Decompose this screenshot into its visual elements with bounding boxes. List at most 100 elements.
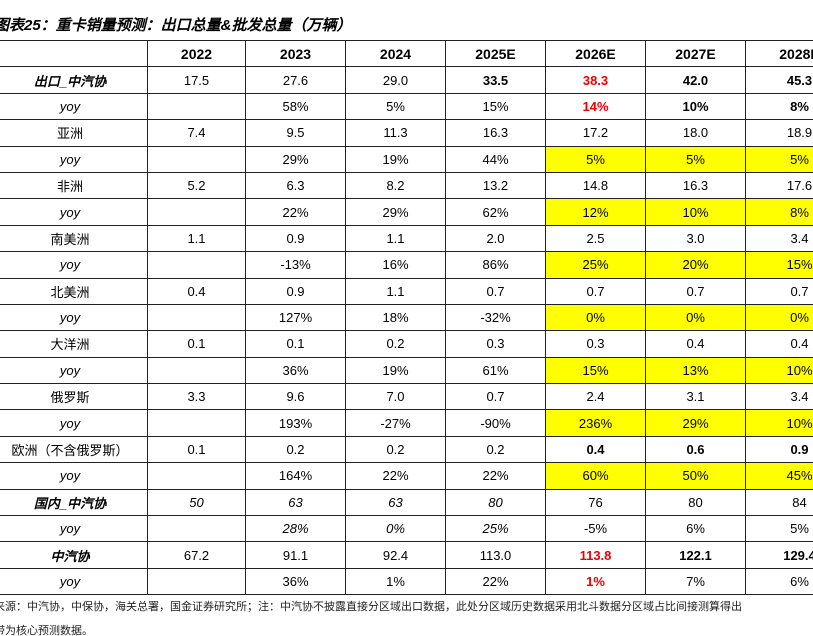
cell — [147, 356, 246, 385]
cell: 16.3 — [645, 171, 746, 200]
cell — [147, 303, 246, 332]
cell: 84 — [745, 488, 813, 517]
cell: 15% — [445, 92, 546, 121]
cell: 2.0 — [445, 224, 546, 253]
cell: 7% — [645, 567, 746, 596]
cell: 67.2 — [147, 541, 246, 569]
header-cell: 2027E — [645, 39, 746, 68]
cell — [147, 567, 246, 596]
cell: 0% — [745, 303, 813, 332]
cell — [147, 462, 246, 490]
cell: 3.4 — [745, 224, 813, 253]
cell: 17.5 — [147, 66, 246, 94]
cell: 25% — [445, 515, 546, 543]
table-row: 非洲 5.2 6.3 8.2 13.2 14.8 16.3 17.6 — [0, 171, 813, 200]
table-row: yoy 58% 5% 15% 14% 10% 8% — [0, 92, 813, 121]
cell — [147, 515, 246, 543]
cell: 0.4 — [745, 330, 813, 358]
cell: 9.6 — [245, 383, 346, 411]
cell: 29% — [645, 409, 746, 437]
cell: 50 — [147, 488, 246, 517]
table-row: 中汽协 67.2 91.1 92.4 113.0 113.8 122.1 129.4 — [0, 541, 813, 569]
cell: 80 — [645, 488, 746, 517]
cell: 14% — [545, 92, 646, 121]
cell: 80 — [445, 488, 546, 517]
cell: 62% — [445, 198, 546, 226]
cell: 5.2 — [147, 171, 246, 200]
cell: 129.4 — [745, 541, 813, 569]
cell: 36% — [245, 567, 346, 596]
cell: 45% — [745, 462, 813, 490]
cell: 45.3 — [745, 66, 813, 94]
cell: 0.2 — [245, 435, 346, 464]
cell: 7.4 — [147, 119, 246, 147]
cell: -90% — [445, 409, 546, 437]
cell: 5% — [745, 515, 813, 543]
row-label: 非洲 — [0, 171, 148, 200]
cell: 5% — [545, 145, 646, 173]
table-row: 北美洲 0.4 0.9 1.1 0.7 0.7 0.7 0.7 — [0, 277, 813, 305]
table-row: 大洋洲 0.1 0.1 0.2 0.3 0.3 0.4 0.4 — [0, 330, 813, 358]
cell: 236% — [545, 409, 646, 437]
header-cell: 2024 — [345, 39, 446, 68]
table-row: yoy 36% 19% 61% 15% 13% 10% — [0, 356, 813, 385]
cell: 0.1 — [245, 330, 346, 358]
row-label: 亚洲 — [0, 119, 148, 147]
table-row: 出口_中汽协 17.5 27.6 29.0 33.5 38.3 42.0 45.3 — [0, 66, 813, 94]
cell: 17.2 — [545, 119, 646, 147]
table-row: yoy 127% 18% -32% 0% 0% 0% — [0, 303, 813, 332]
cell: 1.1 — [345, 224, 446, 253]
cell: 25% — [545, 251, 646, 279]
row-label: yoy — [0, 356, 148, 385]
cell: 29.0 — [345, 66, 446, 94]
cell: 1.1 — [147, 224, 246, 253]
cell: 0.7 — [645, 277, 746, 305]
cell: 113.0 — [445, 541, 546, 569]
cell: 5% — [645, 145, 746, 173]
cell: -27% — [345, 409, 446, 437]
cell: 86% — [445, 251, 546, 279]
cell: 0.4 — [645, 330, 746, 358]
cell: 18.0 — [645, 119, 746, 147]
cell: 10% — [645, 198, 746, 226]
cell — [147, 251, 246, 279]
row-label: yoy — [0, 515, 148, 543]
cell: 14.8 — [545, 171, 646, 200]
cell: 16% — [345, 251, 446, 279]
cell: 44% — [445, 145, 546, 173]
title: 图表25：重卡销量预测：出口总量&批发总量（万辆） — [0, 17, 352, 34]
cell: -13% — [245, 251, 346, 279]
cell: 113.8 — [545, 541, 646, 569]
cell: 164% — [245, 462, 346, 490]
cell: 3.1 — [645, 383, 746, 411]
row-label: yoy — [0, 462, 148, 490]
cell: 13% — [645, 356, 746, 385]
row-label: 大洋洲 — [0, 330, 148, 358]
cell: 76 — [545, 488, 646, 517]
row-label: yoy — [0, 567, 148, 596]
cell: 2.5 — [545, 224, 646, 253]
row-label: 出口_中汽协 — [0, 66, 148, 94]
row-label: yoy — [0, 251, 148, 279]
header-cell: 2023 — [245, 39, 346, 68]
cell: 22% — [245, 198, 346, 226]
cell: 33.5 — [445, 66, 546, 94]
table-row: 国内_中汽协 50 63 63 80 76 80 84 — [0, 488, 813, 517]
cell: 0% — [545, 303, 646, 332]
cell: 3.0 — [645, 224, 746, 253]
cell: 42.0 — [645, 66, 746, 94]
cell — [147, 198, 246, 226]
table-row: yoy 36% 1% 22% 1% 7% 6% — [0, 567, 813, 596]
cell: 0.2 — [445, 435, 546, 464]
cell: 61% — [445, 356, 546, 385]
cell: 122.1 — [645, 541, 746, 569]
cell: 63 — [245, 488, 346, 517]
cell: 0.7 — [445, 277, 546, 305]
cell: 6% — [645, 515, 746, 543]
row-label: 国内_中汽协 — [0, 488, 148, 517]
cell: 22% — [345, 462, 446, 490]
row-label: 中汽协 — [0, 541, 148, 569]
cell: 0% — [345, 515, 446, 543]
cell: 1% — [545, 567, 646, 596]
